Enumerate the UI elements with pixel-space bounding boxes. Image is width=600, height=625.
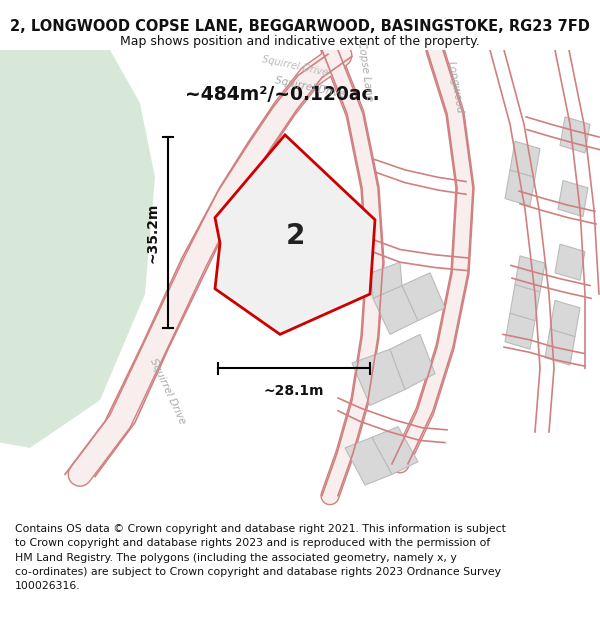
- Text: 2: 2: [286, 222, 305, 249]
- Polygon shape: [555, 244, 585, 280]
- Polygon shape: [558, 181, 588, 217]
- Polygon shape: [371, 262, 402, 298]
- Polygon shape: [510, 141, 540, 177]
- Text: ~484m²/~0.120ac.: ~484m²/~0.120ac.: [185, 85, 379, 104]
- Text: 2, LONGWOOD COPSE LANE, BEGGARWOOD, BASINGSTOKE, RG23 7FD: 2, LONGWOOD COPSE LANE, BEGGARWOOD, BASI…: [10, 19, 590, 34]
- Polygon shape: [510, 284, 540, 321]
- Text: Squirrel Drive: Squirrel Drive: [261, 54, 329, 78]
- Polygon shape: [345, 438, 392, 485]
- Polygon shape: [505, 313, 535, 349]
- Text: Squirrel Drive: Squirrel Drive: [274, 75, 346, 99]
- Polygon shape: [352, 349, 405, 406]
- Text: Longwood: Longwood: [445, 60, 464, 114]
- Polygon shape: [560, 117, 590, 153]
- Text: ~35.2m: ~35.2m: [146, 202, 160, 262]
- Text: Map shows position and indicative extent of the property.: Map shows position and indicative extent…: [120, 35, 480, 48]
- Polygon shape: [545, 329, 575, 365]
- Text: Copse Lane: Copse Lane: [356, 41, 374, 102]
- Polygon shape: [0, 50, 155, 448]
- Polygon shape: [515, 256, 545, 292]
- Text: ~28.1m: ~28.1m: [264, 384, 324, 398]
- Text: Contains OS data © Crown copyright and database right 2021. This information is : Contains OS data © Crown copyright and d…: [15, 524, 506, 591]
- Polygon shape: [390, 334, 435, 389]
- Polygon shape: [372, 427, 418, 474]
- Polygon shape: [373, 286, 418, 334]
- Polygon shape: [505, 170, 535, 206]
- Polygon shape: [550, 301, 580, 336]
- Polygon shape: [215, 135, 375, 334]
- Polygon shape: [402, 273, 445, 321]
- Text: Squirrel Drive: Squirrel Drive: [148, 357, 188, 426]
